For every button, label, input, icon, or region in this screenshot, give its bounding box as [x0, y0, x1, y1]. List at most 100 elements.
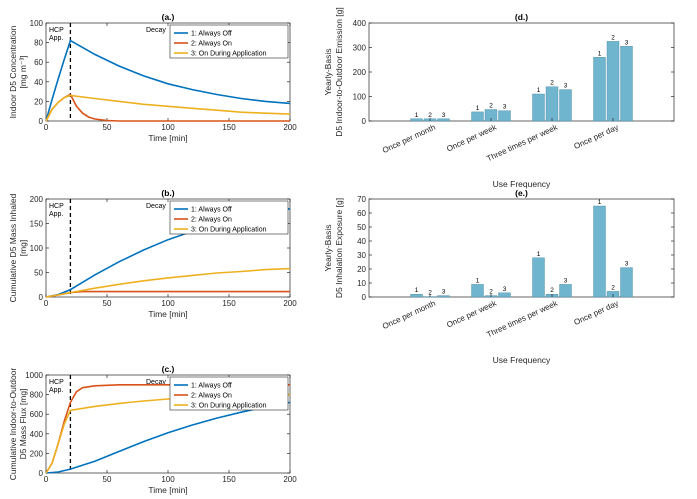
y-tick-label: 800	[30, 391, 44, 400]
bar-d-3-0	[593, 57, 606, 122]
legend-label: 3: On During Application	[191, 51, 267, 58]
y-tick-label: 20	[34, 97, 43, 106]
x-axis-label: Time [min]	[148, 309, 187, 319]
y-tick-label: 70	[357, 195, 366, 204]
bar-label: 2	[611, 34, 615, 41]
y-tick-label: 400	[353, 19, 367, 28]
y-tick-label: 1000	[25, 371, 43, 380]
category-label: Once per week	[445, 122, 498, 153]
x-tick-label: 200	[283, 475, 297, 484]
legend-box	[169, 24, 289, 59]
decay-annotation: Decay	[146, 27, 166, 34]
bar-d-2-2	[559, 89, 572, 122]
legend-box	[169, 376, 289, 411]
y-tick-label: 0	[39, 469, 44, 478]
y-tick-label: 300	[353, 44, 367, 53]
x-axis-label: Use Frequency	[493, 179, 551, 189]
x-tick-label: 50	[103, 123, 112, 132]
y-axis-label: Yearly-BasisD5 Indoor-to-Outdoor Emissio…	[323, 7, 344, 136]
panel-title: (e.)	[515, 188, 528, 198]
bar-d-1-2	[498, 110, 511, 122]
bar-d-3-2	[620, 46, 633, 122]
panel-d: 0 100 200 300 400 (d.) Use Frequency Yearly-Bas…	[323, 7, 675, 189]
series-line-3	[45, 94, 291, 122]
x-tick-label: 150	[222, 299, 236, 308]
y-axis-label-line: Indoor D5 Concentration	[8, 25, 18, 118]
y-axis-label-line: Cumulative Indoor-to-Outdoor	[8, 368, 18, 481]
category-label: Once per day	[573, 123, 620, 151]
legend-label: 1: Always Off	[191, 31, 232, 38]
y-tick-label: 50	[357, 223, 366, 232]
y-axis-label: Cumulative Indoor-to-OutdoorD5 Mass Flux…	[8, 368, 28, 481]
bar-d-0-0	[410, 118, 423, 122]
bar-label: 1	[415, 112, 419, 119]
bar-label: 3	[625, 39, 629, 46]
bar-label: 2	[611, 284, 615, 291]
legend-label: 1: Always Off	[191, 207, 232, 214]
y-axis-label-line: [mg m⁻³]	[18, 55, 28, 88]
x-axis-label: Time [min]	[148, 485, 187, 495]
panel-title: (c.)	[162, 364, 175, 374]
panel-a: 0 50 100 150 200 0 20 40 60 80 100 (a.) Time [min] In…	[8, 12, 297, 143]
x-tick-label: 0	[44, 475, 49, 484]
bar-label: 3	[503, 286, 507, 293]
y-axis-label: Yearly-BasisD5 Inhalation Exposure [g]	[323, 198, 344, 298]
bar-label: 1	[476, 105, 480, 112]
y-tick-label: 200	[30, 195, 44, 204]
series-line-1	[45, 39, 291, 122]
y-tick-label: 150	[30, 220, 44, 229]
y-axis-label-line: D5 Inhalation Exposure [g]	[334, 198, 344, 298]
hcp-annotation: HCP	[49, 203, 64, 210]
bar-label: 1	[415, 287, 419, 294]
x-tick-label: 0	[44, 123, 49, 132]
x-tick-label: 100	[161, 299, 175, 308]
bar-d-2-1	[545, 86, 559, 122]
y-tick-label: 30	[357, 251, 366, 260]
y-axis-label-line: Cumulative D5 Mass Inhaled	[8, 193, 18, 302]
panel-e: 0 10 20 30 40 50 60 70 (e.) Use Frequency Yearly-B…	[323, 188, 675, 365]
x-tick-label: 50	[103, 475, 112, 484]
bar-e-3-0	[593, 205, 606, 298]
x-tick-label: 50	[103, 299, 112, 308]
panel-c: 0 50 100 150 200 0 200 400 600 800 1000 (c.) Time [m…	[8, 364, 297, 495]
x-tick-label: 150	[222, 475, 236, 484]
bar-label: 1	[598, 199, 602, 206]
category-label: Once per week	[445, 298, 498, 329]
y-axis-label: Indoor D5 Concentration[mg m⁻³]	[8, 25, 28, 118]
category-label: Once per day	[573, 299, 620, 327]
decay-annotation: Decay	[146, 203, 166, 210]
bar-e-3-2	[620, 267, 633, 298]
bar-label: 2	[550, 287, 554, 294]
legend-label: 2: Always On	[191, 217, 232, 224]
bar-label: 2	[489, 103, 493, 110]
bar-label: 1	[476, 277, 480, 284]
legend-label: 2: Always On	[191, 393, 232, 400]
hcp-annotation: HCP	[49, 379, 64, 386]
bar-label: 3	[625, 261, 629, 268]
x-tick-label: 150	[222, 123, 236, 132]
panel-title: (d.)	[515, 12, 528, 22]
bar-e-1-2	[498, 292, 511, 298]
category-label: Once per month	[381, 123, 437, 155]
bar-d-3-1	[606, 41, 620, 122]
y-axis-label-line: D5 Mass Flux [mg]	[18, 389, 28, 460]
y-axis-label-line: [mg]	[18, 240, 28, 257]
y-tick-label: 40	[34, 78, 43, 87]
y-tick-label: 400	[30, 430, 44, 439]
y-tick-label: 80	[34, 39, 43, 48]
legend-label: 2: Always On	[191, 41, 232, 48]
bar-label: 1	[598, 50, 602, 57]
legend-label: 3: On During Application	[191, 403, 267, 410]
panel-title: (a.)	[162, 12, 175, 22]
y-tick-label: 200	[353, 68, 367, 77]
bar-label: 1	[537, 251, 541, 258]
y-tick-label: 40	[357, 237, 366, 246]
y-tick-label: 0	[39, 117, 44, 126]
y-axis-label: Cumulative D5 Mass Inhaled[mg]	[8, 193, 28, 302]
y-tick-label: 200	[30, 449, 44, 458]
y-tick-label: 0	[362, 293, 367, 302]
x-tick-label: 0	[44, 299, 49, 308]
y-axis-label-line: D5 Indoor-to-Outdoor Emission [g]	[334, 7, 344, 136]
y-tick-label: 100	[353, 93, 367, 102]
